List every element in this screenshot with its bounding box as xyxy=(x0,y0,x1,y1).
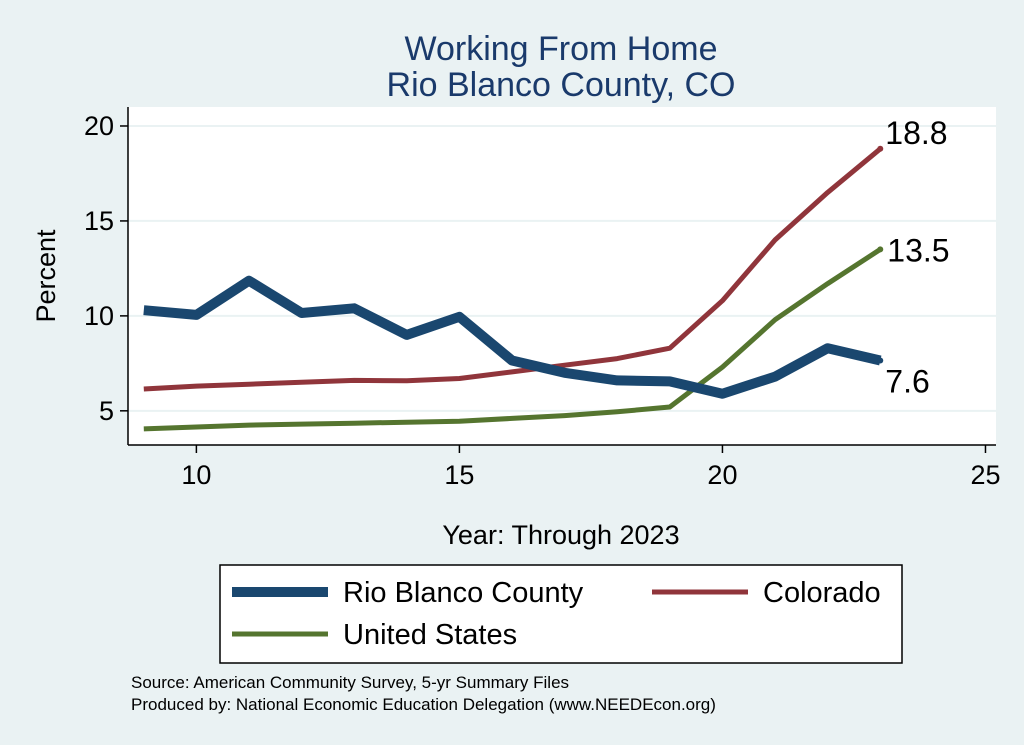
end-point-rio-blanco-county xyxy=(877,357,884,364)
end-labels: 18.8 13.5 7.6 xyxy=(885,115,949,400)
chart-title-line-1: Working From Home xyxy=(405,30,718,68)
legend-label-colorado: Colorado xyxy=(763,577,881,609)
end-point-united-states xyxy=(877,246,884,253)
series-lines xyxy=(143,145,884,432)
end-point-colorado xyxy=(877,145,884,152)
x-tick-label-25: 25 xyxy=(970,460,1000,490)
axes: 5 10 15 20 10 15 20 25 xyxy=(84,107,1001,490)
plot-area xyxy=(128,107,996,445)
end-label-rio-blanco-county: 7.6 xyxy=(885,364,929,400)
legend-label-united-states: United States xyxy=(343,619,517,651)
series-line-colorado xyxy=(143,146,882,392)
legend-box xyxy=(219,564,903,664)
chart-title-line-2: Rio Blanco County, CO xyxy=(387,66,736,104)
x-axis-label: Year: Through 2023 xyxy=(442,520,679,550)
end-label-colorado: 18.8 xyxy=(885,115,947,151)
source-note: Source: American Community Survey, 5-yr … xyxy=(131,673,569,692)
y-tick-label-15: 15 xyxy=(84,206,114,236)
x-tick-label-10: 10 xyxy=(181,460,211,490)
end-label-united-states: 13.5 xyxy=(887,232,949,268)
x-tick-label-20: 20 xyxy=(707,460,737,490)
legend: Rio Blanco County Colorado United States xyxy=(232,577,881,651)
y-tick-label-20: 20 xyxy=(84,111,114,141)
producer-note: Produced by: National Economic Education… xyxy=(131,695,716,714)
legend-label-rio-blanco-county: Rio Blanco County xyxy=(343,577,584,609)
y-tick-label-10: 10 xyxy=(84,301,114,331)
y-tick-label-5: 5 xyxy=(99,396,114,426)
y-axis-label: Percent xyxy=(31,229,61,323)
series-line-united-states xyxy=(143,247,882,432)
grid-lines xyxy=(128,124,996,412)
series-line-rio-blanco-county xyxy=(143,275,882,399)
x-tick-label-15: 15 xyxy=(444,460,474,490)
